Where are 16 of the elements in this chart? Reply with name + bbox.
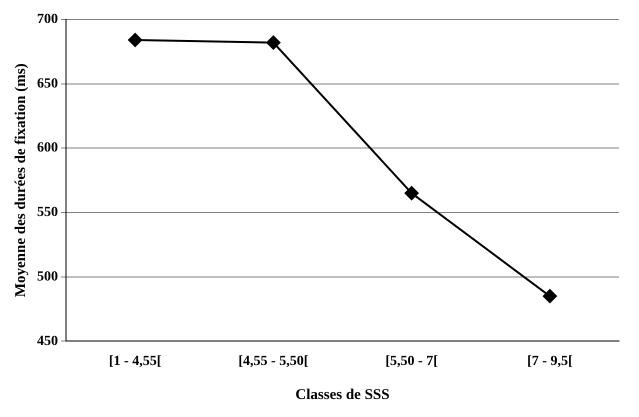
- x-tick-label: [4,55 - 5,50[: [238, 354, 309, 370]
- y-tick-label: 600: [37, 140, 58, 156]
- y-tick-label: 700: [37, 12, 58, 28]
- y-tick-label: 550: [37, 205, 58, 220]
- x-tick-label: [5,50 - 7[: [385, 354, 438, 370]
- point: [542, 289, 557, 304]
- y-tick-label: 500: [37, 269, 58, 284]
- y-tick-label: 650: [37, 76, 58, 92]
- y-tick-label: 450: [37, 334, 58, 349]
- y-axis-title: Moyenne des durées de fixation (ms): [12, 63, 29, 298]
- point: [404, 186, 419, 200]
- x-axis-title: Classes de SSS: [295, 386, 390, 403]
- point: [266, 36, 280, 50]
- point: [128, 32, 142, 47]
- x-tick-label: [1 - 4,55[: [108, 354, 162, 370]
- x-tick-label: [7 - 9,5[: [527, 354, 573, 370]
